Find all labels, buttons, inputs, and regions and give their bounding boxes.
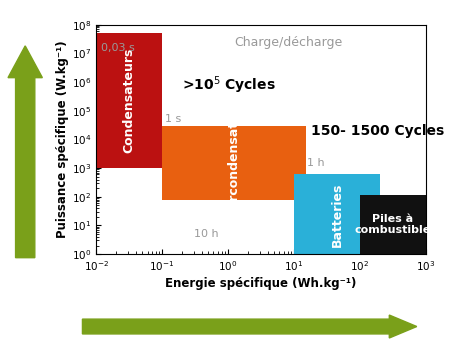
Text: Batteries: Batteries [330,182,344,246]
Text: 10 h: 10 h [194,229,218,239]
Text: Charge/décharge: Charge/décharge [234,36,343,49]
Text: Accélération: Accélération [19,121,32,208]
Bar [162,126,305,199]
Bar [294,174,380,254]
Text: 1 s: 1 s [165,114,181,124]
Bar [96,33,162,168]
Text: 0,03 s: 0,03 s [101,43,135,53]
Text: Autonomie: Autonomie [187,319,272,334]
Text: 150- 1500 Cycles: 150- 1500 Cycles [311,124,444,138]
Text: Piles à
combustible: Piles à combustible [355,214,431,235]
Text: 1 h: 1 h [307,158,325,168]
Y-axis label: Puissance spécifique (W.kg⁻¹): Puissance spécifique (W.kg⁻¹) [56,41,69,238]
X-axis label: Energie spécifique (Wh.kg⁻¹): Energie spécifique (Wh.kg⁻¹) [165,277,357,290]
Text: Condensateurs: Condensateurs [123,48,136,154]
Bar [360,195,426,254]
Text: >10$^5$ Cycles: >10$^5$ Cycles [182,74,276,96]
Text: Supercondensateurs: Supercondensateurs [227,90,240,235]
